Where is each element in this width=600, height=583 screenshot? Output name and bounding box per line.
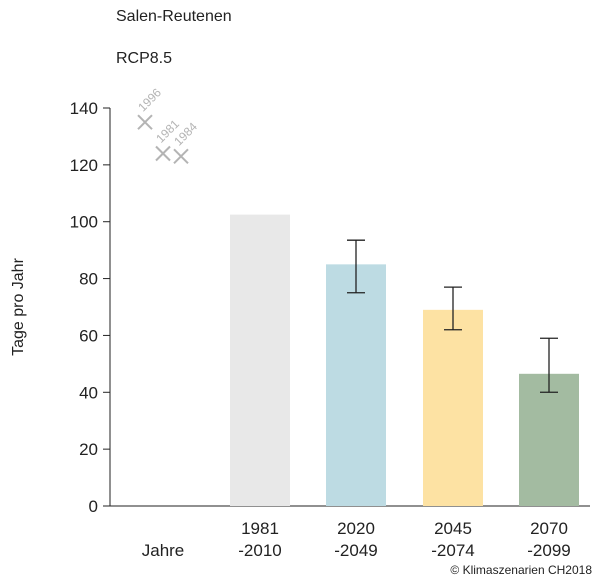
category-label-line2: -2049 [334,541,377,560]
chart-title: Salen-Reutenen [116,8,232,25]
y-tick-label: 60 [79,326,98,345]
x-axis-label: Jahre [142,541,185,560]
category-label-line2: -2010 [238,541,281,560]
bar [326,264,386,506]
title-block: Salen-Reutenen RCP8.5 [116,6,232,70]
observed-year-label: 1996 [135,85,164,114]
category-label-line1: 1981 [241,519,279,538]
observed-marker [137,114,153,130]
bar [519,373,579,506]
bar [230,214,290,506]
y-tick-label: 0 [89,497,98,516]
category-label-line1: 2045 [434,519,472,538]
y-axis-label: Tage pro Jahr [10,257,27,356]
observed-marker [155,145,171,162]
category-label-line2: -2074 [431,541,474,560]
category-label-line1: 2070 [530,519,568,538]
observed-marker [173,148,189,165]
category-label-line1: 2020 [337,519,375,538]
y-tick-label: 100 [70,213,98,232]
copyright-note: © Klimaszenarien CH2018 [450,563,592,577]
y-tick-label: 20 [79,440,98,459]
bar [423,309,483,506]
y-tick-label: 80 [79,270,98,289]
y-tick-label: 40 [79,383,98,402]
category-label-line2: -2099 [527,541,570,560]
y-tick-label: 120 [70,156,98,175]
chart-subtitle: RCP8.5 [116,50,173,67]
y-tick-label: 140 [70,99,98,118]
